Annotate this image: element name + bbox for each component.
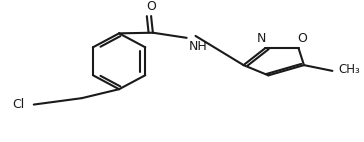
Text: CH₃: CH₃ <box>339 63 361 76</box>
Text: O: O <box>146 0 156 13</box>
Text: O: O <box>297 32 307 45</box>
Text: N: N <box>257 32 266 45</box>
Text: Cl: Cl <box>13 98 25 111</box>
Text: NH: NH <box>189 40 207 53</box>
